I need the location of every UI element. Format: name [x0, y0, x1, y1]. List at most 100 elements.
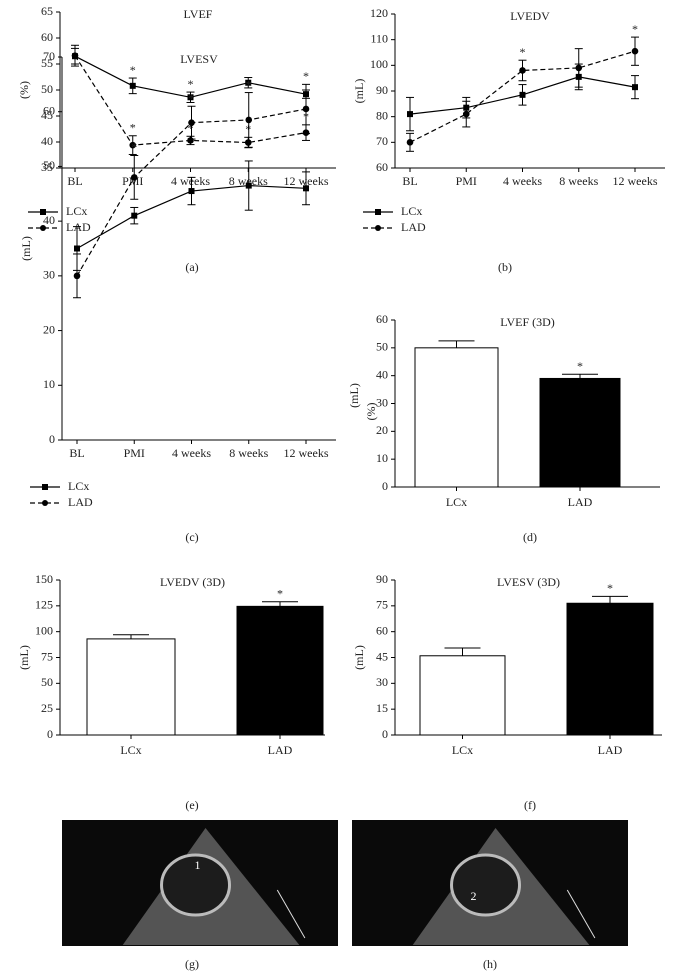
y-tick-label: 120 — [370, 6, 388, 20]
legend-label: LCx — [68, 479, 89, 493]
point — [71, 52, 79, 59]
y-tick-label: 125 — [35, 598, 53, 612]
scale-line — [566, 889, 596, 939]
x-tick-label: LCx — [452, 743, 473, 757]
point — [632, 84, 638, 91]
y-tick-label: 40 — [376, 367, 388, 381]
point — [407, 111, 413, 118]
bar — [539, 377, 621, 488]
error-bar — [438, 340, 475, 348]
point — [462, 110, 470, 118]
y-tick-label: 60 — [376, 312, 388, 326]
y-tick-label: 0 — [382, 479, 388, 493]
legend-label: LCx — [401, 204, 422, 218]
x-tick-label: LAD — [568, 495, 593, 509]
y-tick-label: 40 — [43, 213, 55, 227]
y-tick-label: 30 — [376, 395, 388, 409]
series-line — [409, 50, 636, 143]
y-tick-label: 60 — [376, 160, 388, 174]
error-bar — [262, 601, 298, 607]
y-tick-label: 10 — [376, 451, 388, 465]
x-tick-label: LCx — [120, 743, 141, 757]
error-bar — [113, 634, 149, 639]
y-tick-label: 15 — [376, 701, 388, 715]
point — [406, 139, 414, 146]
significance: * — [303, 69, 309, 83]
bar — [86, 638, 176, 736]
y-tick-label: 65 — [41, 4, 53, 18]
chart-title: LVEF — [184, 7, 213, 21]
y-tick-label: 50 — [41, 82, 53, 96]
x-tick-label: 12 weeks — [284, 446, 329, 460]
significance: * — [130, 121, 136, 135]
x-tick-label: BL — [67, 174, 82, 188]
y-tick-label: 75 — [376, 598, 388, 612]
y-tick-label: 40 — [41, 134, 53, 148]
x-tick-label: BL — [402, 174, 417, 188]
panel-label: (d) — [523, 530, 537, 544]
y-axis-label: (mL) — [19, 236, 33, 261]
x-tick-label: 8 weeks — [559, 174, 598, 188]
bar — [419, 655, 506, 736]
panel-label: (e) — [185, 798, 198, 812]
significance: * — [632, 22, 638, 36]
point — [631, 47, 639, 55]
legend-marker — [375, 225, 381, 231]
legend-label: LAD — [401, 220, 426, 234]
y-tick-label: 50 — [376, 340, 388, 354]
point — [245, 79, 252, 86]
error-bar — [592, 595, 628, 604]
legend-marker — [40, 209, 46, 215]
significance: * — [188, 77, 194, 91]
significance: * — [246, 77, 252, 91]
significance: * — [607, 581, 613, 595]
significance: * — [188, 121, 194, 135]
chart-title: LVEDV (3D) — [160, 575, 225, 589]
panel-label: (c) — [185, 530, 198, 544]
x-tick-label: 12 weeks — [613, 174, 658, 188]
legend-marker — [375, 209, 381, 215]
point — [188, 188, 195, 195]
point — [73, 272, 81, 280]
x-tick-label: BL — [69, 446, 84, 460]
bar — [236, 605, 324, 736]
point — [245, 182, 252, 189]
y-tick-label: 100 — [370, 57, 388, 71]
y-tick-label: 0 — [47, 727, 53, 741]
x-tick-label: 4 weeks — [503, 174, 542, 188]
y-tick-label: 90 — [376, 572, 388, 586]
y-tick-label: 10 — [43, 377, 55, 391]
legend-label: LCx — [66, 204, 87, 218]
y-tick-label: 60 — [41, 30, 53, 44]
y-tick-label: 90 — [376, 83, 388, 97]
y-tick-label: 55 — [41, 56, 53, 70]
y-tick-label: 150 — [35, 572, 53, 586]
legend-marker — [42, 500, 48, 506]
point — [130, 174, 138, 181]
y-tick-label: 75 — [41, 649, 53, 663]
point — [575, 64, 583, 72]
panel-label: (a) — [185, 260, 198, 274]
y-tick-label: 0 — [382, 727, 388, 741]
point — [187, 94, 194, 101]
panel-label: (g) — [185, 957, 199, 971]
significance: * — [189, 91, 195, 105]
chart-title: LVESV — [180, 52, 218, 66]
scale-line — [276, 889, 306, 939]
y-axis-label: (mL) — [352, 79, 366, 104]
x-tick-label: 4 weeks — [171, 174, 210, 188]
ventricle — [160, 853, 232, 917]
y-axis-label: (mL) — [347, 383, 361, 408]
y-tick-label: 110 — [370, 31, 388, 45]
panel-label: (h) — [483, 957, 497, 971]
y-tick-label: 70 — [43, 49, 55, 63]
significance: * — [130, 63, 136, 77]
image-marker: 1 — [195, 858, 201, 872]
point — [302, 105, 310, 113]
y-tick-label: 70 — [376, 134, 388, 148]
y-tick-label: 60 — [376, 623, 388, 637]
legend-label: LAD — [68, 495, 93, 509]
y-tick-label: 45 — [41, 108, 53, 122]
point — [131, 212, 138, 219]
